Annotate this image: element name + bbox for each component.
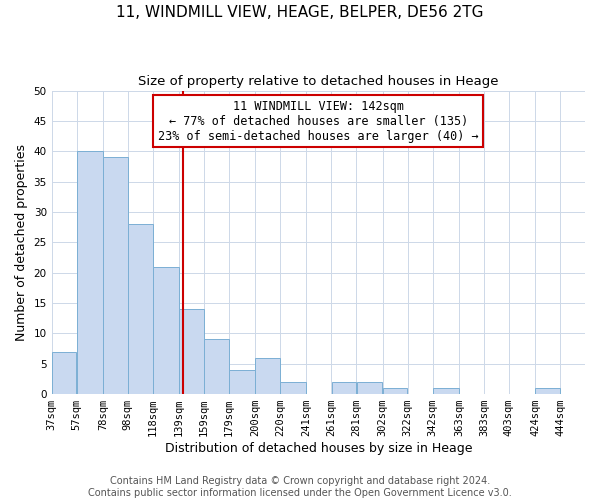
Bar [229, 370, 255, 394]
Text: 11, WINDMILL VIEW, HEAGE, BELPER, DE56 2TG: 11, WINDMILL VIEW, HEAGE, BELPER, DE56 2… [116, 5, 484, 20]
Y-axis label: Number of detached properties: Number of detached properties [15, 144, 28, 341]
Bar [256, 358, 280, 394]
X-axis label: Distribution of detached houses by size in Heage: Distribution of detached houses by size … [164, 442, 472, 455]
Bar [128, 224, 152, 394]
Bar [179, 309, 204, 394]
Text: 11 WINDMILL VIEW: 142sqm
← 77% of detached houses are smaller (135)
23% of semi-: 11 WINDMILL VIEW: 142sqm ← 77% of detach… [158, 100, 479, 142]
Text: Contains HM Land Registry data © Crown copyright and database right 2024.
Contai: Contains HM Land Registry data © Crown c… [88, 476, 512, 498]
Bar [77, 152, 103, 394]
Bar [356, 382, 382, 394]
Bar [535, 388, 560, 394]
Bar [332, 382, 356, 394]
Bar [280, 382, 306, 394]
Title: Size of property relative to detached houses in Heage: Size of property relative to detached ho… [138, 75, 499, 88]
Bar [383, 388, 407, 394]
Bar [433, 388, 458, 394]
Bar [52, 352, 76, 394]
Bar [204, 340, 229, 394]
Bar [153, 266, 179, 394]
Bar [103, 158, 128, 394]
